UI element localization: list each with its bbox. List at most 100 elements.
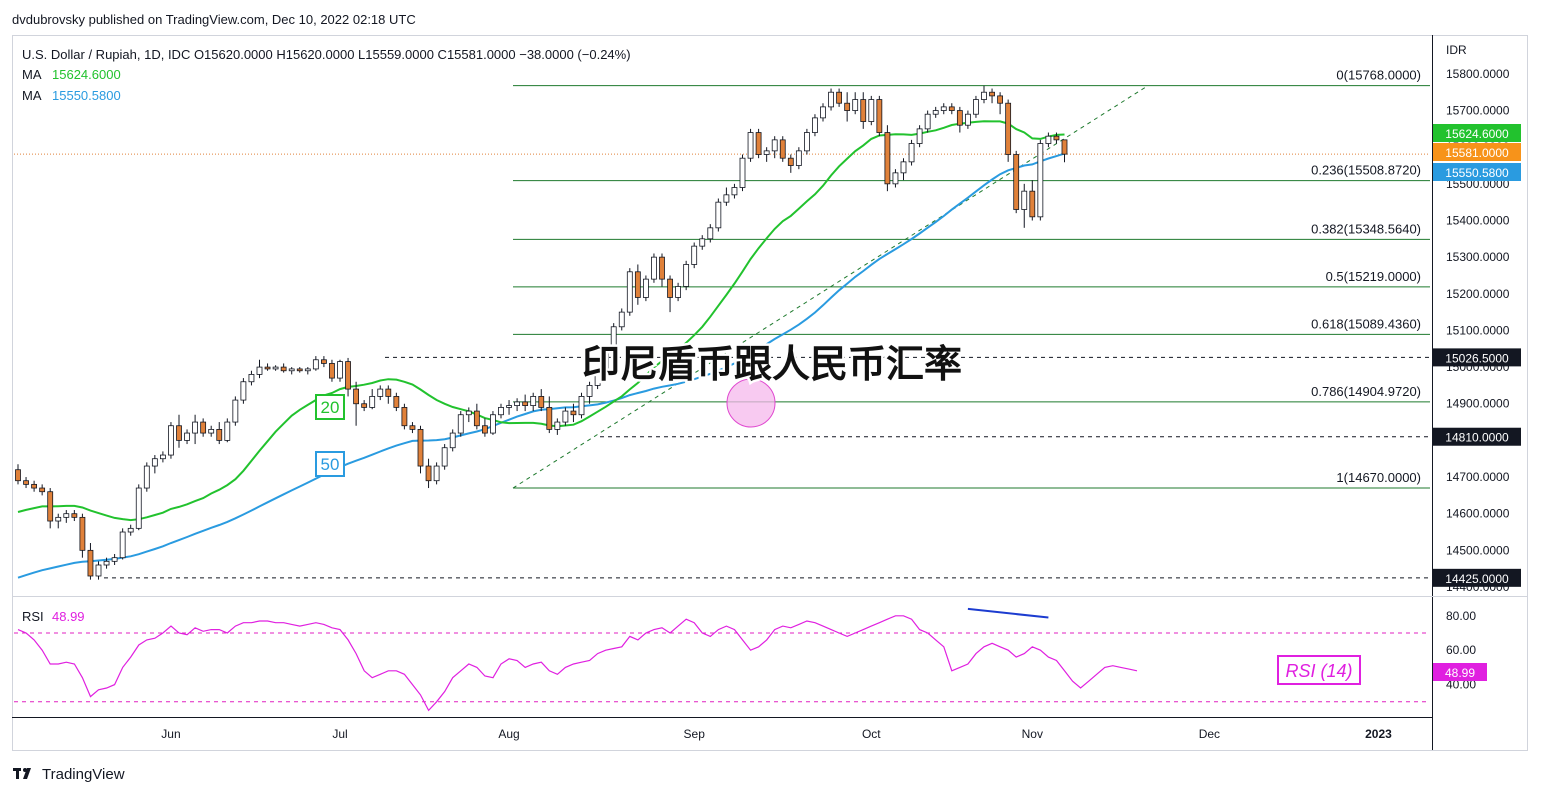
candle-body <box>699 238 706 247</box>
candle-body <box>1005 102 1012 155</box>
price-badge-value: 15624.6000 <box>1445 127 1509 141</box>
candle-body <box>1029 190 1036 218</box>
candle <box>804 128 810 155</box>
candle-body <box>715 201 722 229</box>
candle-body <box>465 410 472 416</box>
candle <box>723 187 730 206</box>
time-tick-label: Dec <box>1199 727 1220 741</box>
candle <box>111 554 118 566</box>
candle-body <box>659 256 665 280</box>
candle <box>159 451 166 463</box>
candle <box>860 92 867 129</box>
candle-body <box>820 106 826 119</box>
rsi-badge-bg <box>1433 663 1487 681</box>
candle <box>779 136 786 162</box>
candle-body <box>940 106 947 111</box>
candle <box>208 425 215 437</box>
price-badge-bg <box>1433 348 1521 367</box>
candle <box>965 110 971 129</box>
candle-body <box>932 110 939 115</box>
candle <box>63 510 70 523</box>
price-badge-bg <box>1433 427 1521 446</box>
candle <box>377 385 384 401</box>
candle <box>264 363 271 371</box>
candle-body <box>15 469 21 482</box>
candle-body <box>981 91 987 100</box>
price-tick-label: 14900.0000 <box>1446 397 1510 411</box>
candle <box>900 158 907 181</box>
fib-label: 0.236(15508.8720) <box>1311 163 1421 178</box>
candle-body <box>433 465 440 482</box>
candle <box>844 92 851 122</box>
candle-body <box>546 407 553 430</box>
candle-body <box>304 368 311 372</box>
candle <box>924 110 931 133</box>
candle-body <box>779 139 786 159</box>
candle <box>731 183 738 199</box>
candle-body <box>176 425 182 441</box>
candle-body <box>490 414 496 434</box>
price-badge-bg <box>1433 163 1521 181</box>
candle-body <box>884 132 891 185</box>
candle-body <box>514 401 520 406</box>
rsi-badge-value: 48.99 <box>1445 666 1475 680</box>
rsi-tag-box <box>1277 655 1361 685</box>
candle-body <box>441 447 448 467</box>
candle <box>176 414 182 448</box>
candle <box>586 381 593 404</box>
candle-body <box>554 421 561 430</box>
candle <box>594 367 601 390</box>
time-tick-label: Sep <box>684 727 706 741</box>
candle <box>675 282 681 302</box>
candle <box>417 425 424 474</box>
candle-body <box>643 278 649 298</box>
candle-body <box>804 132 810 152</box>
candle <box>473 403 480 430</box>
candle-body <box>618 311 625 328</box>
candle <box>385 385 392 404</box>
candle-body <box>232 399 239 423</box>
rsi-label: RSI <box>22 609 44 624</box>
candle <box>755 128 762 159</box>
price-tick-label: 14700.0000 <box>1446 470 1510 484</box>
candle <box>248 370 255 386</box>
candle-body <box>739 157 746 188</box>
candle <box>884 125 891 192</box>
candle <box>216 422 223 445</box>
candle-body <box>836 91 842 104</box>
fib-label: 0.382(15348.5640) <box>1311 221 1421 236</box>
candle-body <box>288 368 295 372</box>
rsi-tick-label: 80.00 <box>1446 609 1476 623</box>
candle-body <box>707 227 714 240</box>
candle <box>168 422 174 459</box>
symbol-line: U.S. Dollar / Rupiah, 1D, IDC O15620.000… <box>22 47 631 62</box>
rsi-pane: 40.00 60.00 80.00 RSI 48.99 48.99 RSI (14) <box>14 607 1487 712</box>
candle <box>401 403 408 430</box>
candle <box>683 260 690 291</box>
candle-body <box>159 454 166 460</box>
candle-body <box>216 428 223 441</box>
candle-body <box>425 465 432 482</box>
candle-body <box>634 271 641 298</box>
candle-body <box>39 487 46 493</box>
candle <box>71 510 78 522</box>
candle <box>506 400 512 415</box>
candle <box>562 407 569 426</box>
ma20-value: 15624.6000 <box>52 67 121 82</box>
candle <box>490 411 496 435</box>
candle <box>95 561 102 580</box>
candle <box>699 235 706 250</box>
candle <box>224 418 231 443</box>
rsi-divergence-line <box>967 607 1049 619</box>
candle-body <box>675 286 681 298</box>
candle <box>47 488 54 529</box>
candle <box>272 365 279 371</box>
candle <box>578 392 585 419</box>
candle-body <box>844 102 851 111</box>
candle-body <box>723 194 730 203</box>
fib-label: 0.786(14904.9720) <box>1311 384 1421 399</box>
candle-body <box>667 278 673 298</box>
candle-body <box>369 396 376 408</box>
candle-body <box>876 99 883 133</box>
